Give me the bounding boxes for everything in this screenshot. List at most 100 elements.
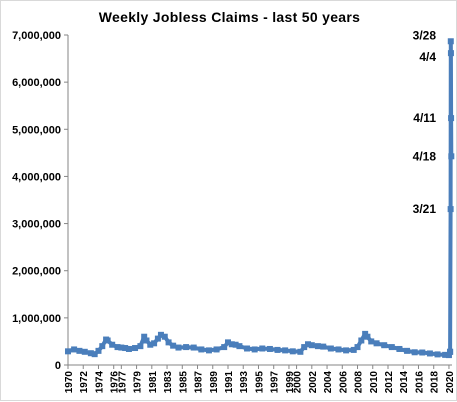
data-point (388, 344, 395, 351)
data-point (151, 340, 158, 347)
data-point (104, 337, 111, 344)
data-point (221, 344, 228, 351)
x-tick-label: 2008 (354, 371, 365, 394)
x-tick-label: 1974 (94, 371, 105, 394)
x-tick-label: 2004 (323, 371, 334, 394)
x-tick-label: 1970 (64, 371, 75, 394)
data-point (447, 50, 454, 57)
data-point (308, 342, 315, 349)
data-point (448, 115, 455, 122)
x-tick-label: 2016 (414, 371, 425, 394)
data-point (87, 350, 94, 357)
data-point (65, 348, 71, 355)
data-point (122, 345, 129, 352)
data-point (447, 38, 454, 45)
x-tick-label: 1993 (239, 371, 250, 394)
data-point (198, 346, 205, 353)
x-tick-label: 1987 (194, 371, 205, 394)
x-tick-label: 2020 (445, 371, 456, 394)
data-point (297, 348, 304, 355)
data-point (161, 333, 168, 340)
x-tick-label: 2002 (308, 371, 319, 394)
data-point (81, 348, 88, 355)
data-point (236, 343, 243, 350)
data-point (442, 351, 449, 358)
x-tick-label: 2010 (369, 371, 380, 394)
data-point (125, 345, 132, 352)
data-point (274, 346, 281, 353)
data-point (350, 346, 357, 353)
data-point (99, 343, 106, 350)
data-point (448, 153, 455, 160)
data-point (141, 333, 148, 340)
y-tick-label: 6,000,000 (12, 77, 61, 89)
x-tick-label: 1999 (285, 371, 296, 394)
x-tick-label: 2012 (384, 371, 395, 394)
x-tick-label: 2000 (293, 371, 304, 394)
data-point (205, 347, 212, 354)
data-point (170, 342, 177, 349)
data-point (157, 331, 164, 338)
data-label: 3/28 (413, 28, 437, 42)
data-point (132, 345, 139, 352)
data-point (335, 346, 342, 353)
data-point (358, 337, 365, 344)
y-tick-label: 1,000,000 (12, 313, 61, 325)
data-point (232, 341, 239, 348)
data-point (364, 333, 371, 340)
x-tick-label: 1976 (110, 371, 121, 394)
data-point (320, 343, 327, 350)
data-point (109, 341, 116, 348)
x-tick-label: 1991 (224, 371, 235, 394)
data-point (213, 346, 220, 353)
data-label: 4/18 (413, 149, 437, 163)
data-point (266, 345, 273, 352)
x-tick-label: 1981 (148, 371, 159, 394)
data-point (225, 339, 231, 346)
y-tick-label: 3,000,000 (12, 219, 61, 231)
data-point (305, 341, 311, 348)
data-point (381, 342, 388, 349)
chart-title: Weekly Jobless Claims - last 50 years (98, 9, 361, 25)
data-point (434, 351, 441, 358)
data-point (289, 348, 296, 355)
x-tick-label: 1989 (209, 371, 220, 394)
y-tick-label: 4,000,000 (12, 171, 61, 183)
data-point (114, 344, 121, 351)
x-tick-label: 1972 (79, 371, 90, 394)
data-label: 4/11 (413, 111, 436, 125)
data-label: 4/4 (419, 50, 436, 64)
data-label: 3/21 (413, 202, 437, 216)
data-point (396, 345, 403, 352)
x-tick-label: 1995 (254, 371, 265, 394)
data-point (445, 352, 452, 359)
data-point (259, 345, 266, 352)
x-tick-label: 1979 (133, 371, 144, 394)
data-point (447, 348, 454, 355)
x-tick-label: 1977 (117, 371, 128, 394)
data-point (447, 206, 454, 213)
data-point (343, 347, 350, 354)
x-tick-label: 1983 (163, 371, 174, 394)
y-tick-label: 5,000,000 (12, 124, 61, 136)
data-point (137, 343, 144, 350)
data-point (327, 345, 334, 352)
data-point (183, 344, 190, 351)
data-point (301, 344, 308, 351)
data-point (228, 341, 235, 348)
data-point (426, 350, 433, 357)
data-point (118, 344, 125, 351)
x-tick-label: 2006 (338, 371, 349, 394)
x-tick-label: 1985 (178, 371, 189, 394)
plot-area: 0 1,000,000 2,000,000 3,000,000 4,000,000 5,0… (12, 28, 456, 393)
data-point (354, 344, 361, 351)
data-point (91, 351, 98, 358)
data-point (282, 347, 289, 354)
data-point (373, 340, 380, 347)
y-tick-label: 7,000,000 (12, 30, 61, 42)
data-point (143, 337, 150, 344)
x-tick-label: 1997 (270, 371, 281, 394)
data-point (76, 347, 83, 354)
